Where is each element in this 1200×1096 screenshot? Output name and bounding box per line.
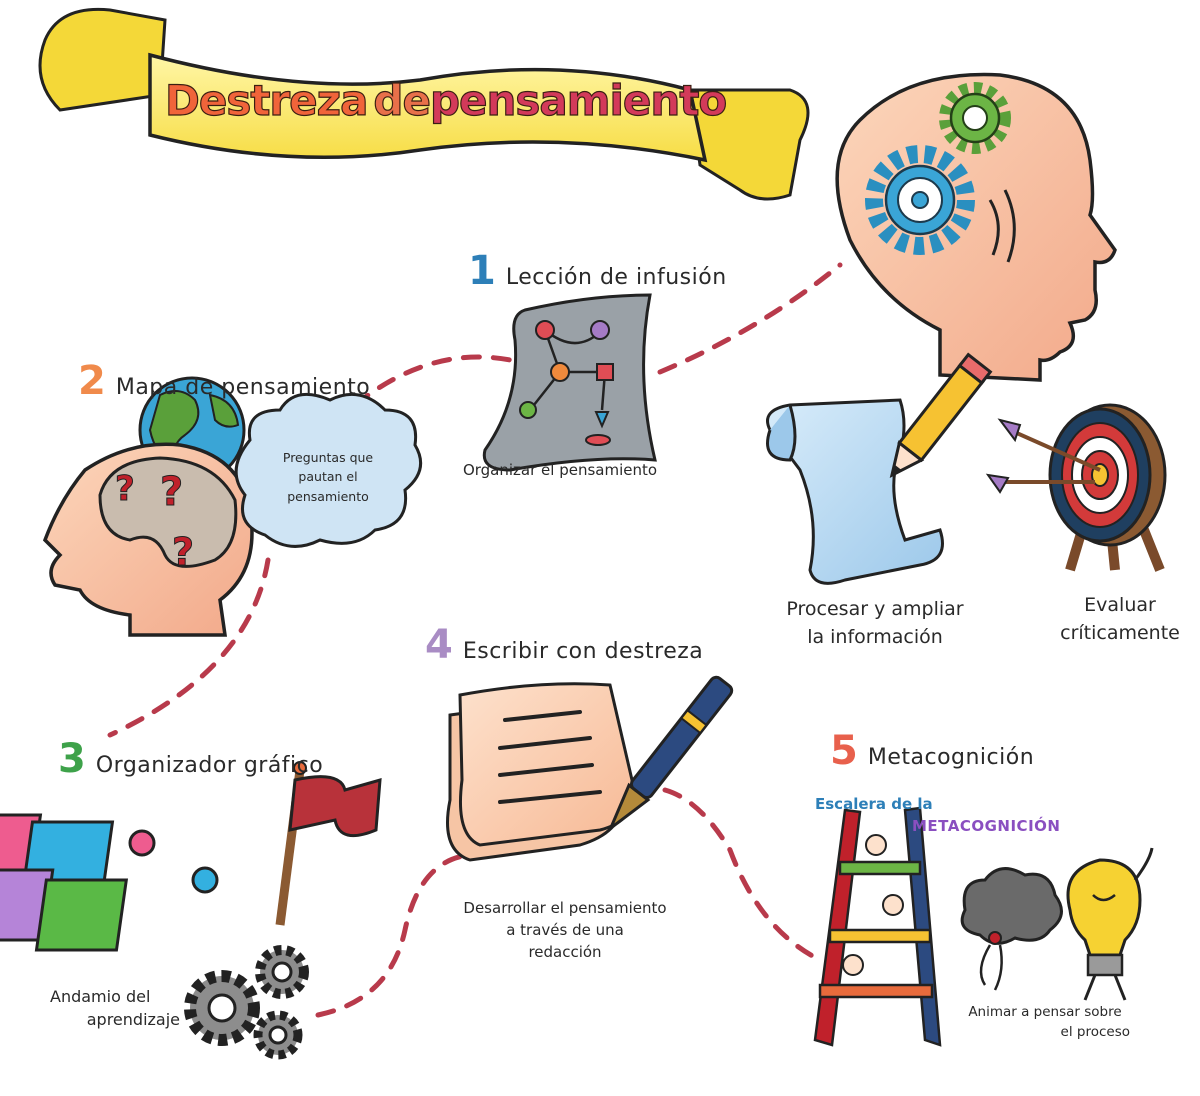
puzzle-icon [0, 813, 219, 952]
caption-develop-line-1: Desarrollar el pensamiento [463, 899, 667, 917]
gears-icon [184, 945, 309, 1060]
svg-text:?: ? [160, 469, 183, 515]
notebook-pen-icon [446, 675, 734, 862]
storm-cloud-icon [960, 867, 1063, 991]
caption-questions-line-2: pautan el [298, 469, 358, 485]
caption-develop-line-2: a través de una [506, 920, 624, 939]
page-title: Destreza depensamiento [164, 75, 727, 125]
caption-questions-line-1: Preguntas que [282, 450, 374, 465]
caption-encourage-line-1: Animar a pensar sobre [968, 1004, 1122, 1020]
flag-icon [275, 761, 382, 926]
step-5-heading: 5 Metacognición [830, 728, 1034, 774]
caption-evaluate: Evaluar críticamente [1050, 592, 1190, 647]
title-part-3: pensamiento [429, 75, 727, 125]
step-3-number: 3 [58, 736, 86, 782]
caption-develop: Desarrollar el pensamiento a través de u… [440, 898, 690, 963]
caption-scaffold: Andamio del aprendizaje [40, 985, 180, 1031]
lightbulb-icon [1066, 847, 1154, 1001]
step-2-label: Mapa de pensamiento [115, 375, 371, 400]
map-paper-icon [482, 293, 657, 472]
caption-scaffold-line-1: Andamio del [50, 987, 151, 1006]
svg-text:?: ? [172, 530, 194, 574]
title-part-2: de [373, 75, 432, 125]
caption-questions-line-3: pensamiento [287, 488, 369, 504]
ladder-title-line-2: METACOGNICIÓN [912, 817, 1061, 835]
head-gears-icon [835, 72, 1117, 382]
title-ribbon [38, 7, 810, 201]
head-questions-icon: ? ? ? [42, 376, 254, 637]
step-3-label: Organizador gráfico [95, 753, 324, 778]
step-2-number: 2 [78, 358, 106, 404]
ladder-title-line-1: Escalera de la [815, 795, 933, 813]
step-1-label: Lección de infusión [505, 265, 727, 290]
caption-process-line-2: la información [807, 625, 943, 648]
target-arrows-icon [985, 403, 1167, 572]
step-2-heading: 2 Mapa de pensamiento [78, 358, 370, 404]
step-3-heading: 3 Organizador gráfico [58, 736, 323, 782]
caption-encourage: Animar a pensar sobre el proceso [960, 1003, 1130, 1042]
step-4-heading: 4 Escribir con destreza [425, 622, 703, 668]
caption-evaluate-line-2: críticamente [1060, 621, 1180, 644]
scroll-pencil-icon [766, 352, 993, 585]
cloud-icon [234, 392, 423, 548]
title-part-1: Destreza [164, 75, 369, 125]
step-1-number: 1 [468, 248, 496, 294]
step-5-label: Metacognición [867, 745, 1035, 770]
ladder-icon [813, 806, 942, 1047]
caption-develop-line-3: redacción [528, 942, 602, 961]
caption-scaffold-line-2: aprendizaje [86, 1010, 180, 1030]
caption-questions: Preguntas que pautan el pensamiento [258, 448, 398, 506]
step-4-label: Escribir con destreza [462, 639, 704, 664]
svg-text:?: ? [115, 469, 135, 509]
caption-process: Procesar y ampliar la información [770, 596, 980, 651]
caption-organize: Organizar el pensamiento [462, 461, 658, 479]
caption-process-line-1: Procesar y ampliar [786, 598, 964, 620]
caption-encourage-line-2: el proceso [1060, 1023, 1130, 1040]
dashed-path [107, 262, 843, 1018]
step-1-heading: 1 Lección de infusión [468, 248, 727, 294]
step-5-number: 5 [830, 728, 858, 774]
step-4-number: 4 [425, 622, 453, 668]
caption-evaluate-line-1: Evaluar [1084, 594, 1156, 616]
